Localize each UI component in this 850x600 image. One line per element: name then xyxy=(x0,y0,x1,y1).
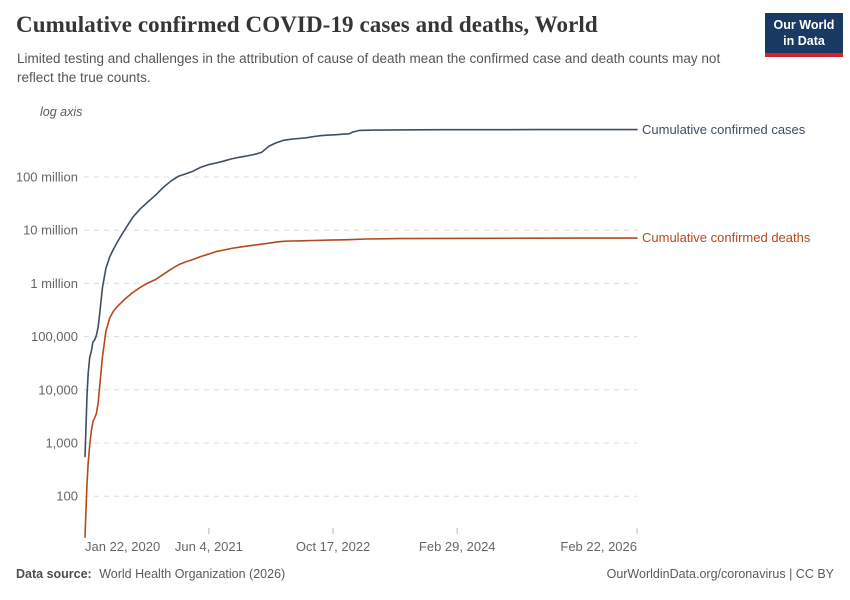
y-tick-label: 100 xyxy=(56,489,78,504)
y-axis-labels: 100 million 10 million 1 million 100,000 10,… xyxy=(16,170,78,504)
gridlines xyxy=(84,176,637,497)
series-lines xyxy=(84,128,638,538)
y-tick-label: 100,000 xyxy=(31,329,78,344)
data-source-value: World Health Organization (2026) xyxy=(99,567,286,581)
x-tick-label: Jan 22, 2020 xyxy=(85,539,160,554)
logo-line1: Our World xyxy=(773,18,835,32)
page-title: Cumulative confirmed COVID-19 cases and … xyxy=(16,12,598,37)
series-line-cumulative-confirmed-cases[interactable] xyxy=(84,128,638,458)
data-source-label: Data source: xyxy=(16,567,92,581)
y-tick-label: 1,000 xyxy=(45,436,78,451)
series-line-cumulative-confirmed-deaths[interactable] xyxy=(84,237,638,538)
x-tick-label: Oct 17, 2022 xyxy=(296,539,370,554)
y-tick-label: 10,000 xyxy=(38,382,78,397)
y-tick-label: 100 million xyxy=(16,170,78,185)
y-tick-label: 10 million xyxy=(23,223,78,238)
x-tick-label: Jun 4, 2021 xyxy=(175,539,243,554)
y-tick-label: 1 million xyxy=(30,276,78,291)
logo-line2: in Data xyxy=(783,33,825,48)
owid-logo[interactable]: Our World in Data xyxy=(765,13,843,58)
x-axis-labels: Jan 22, 2020 Jun 4, 2021 Oct 17, 2022 Feb 2… xyxy=(84,528,638,554)
chart-subtitle: Limited testing and challenges in the at… xyxy=(17,51,721,85)
series-label-cumulative-confirmed-cases[interactable]: Cumulative confirmed cases xyxy=(642,121,806,137)
x-tick-label: Feb 29, 2024 xyxy=(419,539,496,554)
series-label-cumulative-confirmed-deaths[interactable]: Cumulative confirmed deaths xyxy=(642,230,811,246)
chart-footer: Data source: World Health Organization (… xyxy=(16,567,834,581)
data-source: Data source: World Health Organization (… xyxy=(16,567,285,581)
x-tick-label: Feb 22, 2026 xyxy=(560,539,637,554)
footer-license-link[interactable]: OurWorldinData.org/coronavirus | CC BY xyxy=(606,567,834,581)
log-axis-label: log axis xyxy=(40,105,83,119)
